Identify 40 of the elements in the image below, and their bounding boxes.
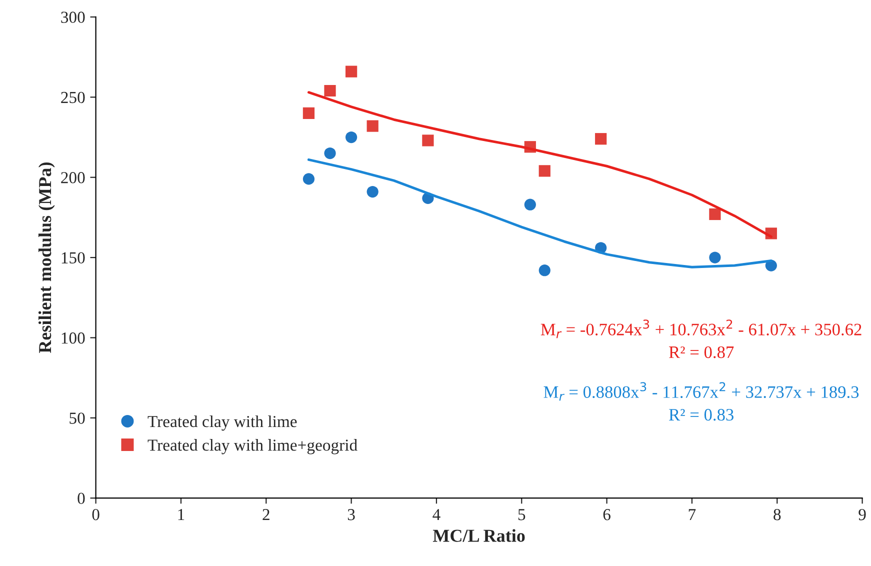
- point: [538, 264, 550, 276]
- legend-label: Treated clay with lime: [148, 415, 297, 431]
- y-tick-label: 250: [61, 92, 85, 104]
- x-tick-label: 1: [178, 509, 184, 520]
- y-tick-label: 50: [70, 412, 85, 424]
- point: [595, 133, 607, 145]
- annotation: R² = 0.83: [669, 408, 734, 421]
- point: [709, 208, 721, 220]
- y-tick-label: 200: [61, 172, 85, 184]
- point: [366, 186, 378, 198]
- point: [538, 165, 550, 177]
- x-tick-label: 4: [432, 509, 440, 520]
- x-tick-label: 7: [688, 509, 696, 520]
- point: [709, 252, 721, 264]
- y-tick-label: 150: [62, 252, 85, 264]
- point: [345, 131, 358, 144]
- point: [422, 134, 434, 146]
- point: [524, 198, 536, 210]
- y-tick-label: 300: [61, 12, 85, 23]
- x-tick-label: 5: [518, 509, 526, 520]
- y-tick-label: 100: [62, 332, 85, 344]
- annotation: M$_{r}$ = 0.8808x$^{3}$ - 11.767x$^{2}$ + 32.737x + 189.3: [544, 382, 859, 401]
- x-tick-label: 6: [603, 509, 610, 520]
- point: [302, 107, 315, 120]
- annotation: M$_{r}$ = -0.7624x$^{3}$ + 10.763x$^{2}$ - 61.07x + 350.62: [540, 320, 862, 338]
- y-tick-label: 0: [78, 492, 85, 504]
- x-tick-label: 2: [262, 509, 270, 520]
- point: [302, 173, 315, 185]
- x-tick-label: 0: [92, 508, 100, 520]
- y-axis-title: Resilient modulus (MPa): [38, 162, 55, 354]
- point: [324, 147, 336, 160]
- annotation: R² = 0.87: [669, 346, 734, 358]
- x-axis-title: MC/L Ratio: [432, 529, 525, 542]
- legend-label: Treated clay with lime+geogrid: [148, 439, 358, 454]
- point: [366, 120, 378, 132]
- x-tick-label: 3: [348, 509, 355, 520]
- point: [324, 84, 336, 97]
- x-tick-label: 8: [774, 508, 781, 520]
- point: [345, 66, 358, 78]
- x-tick-label: 9: [858, 509, 866, 520]
